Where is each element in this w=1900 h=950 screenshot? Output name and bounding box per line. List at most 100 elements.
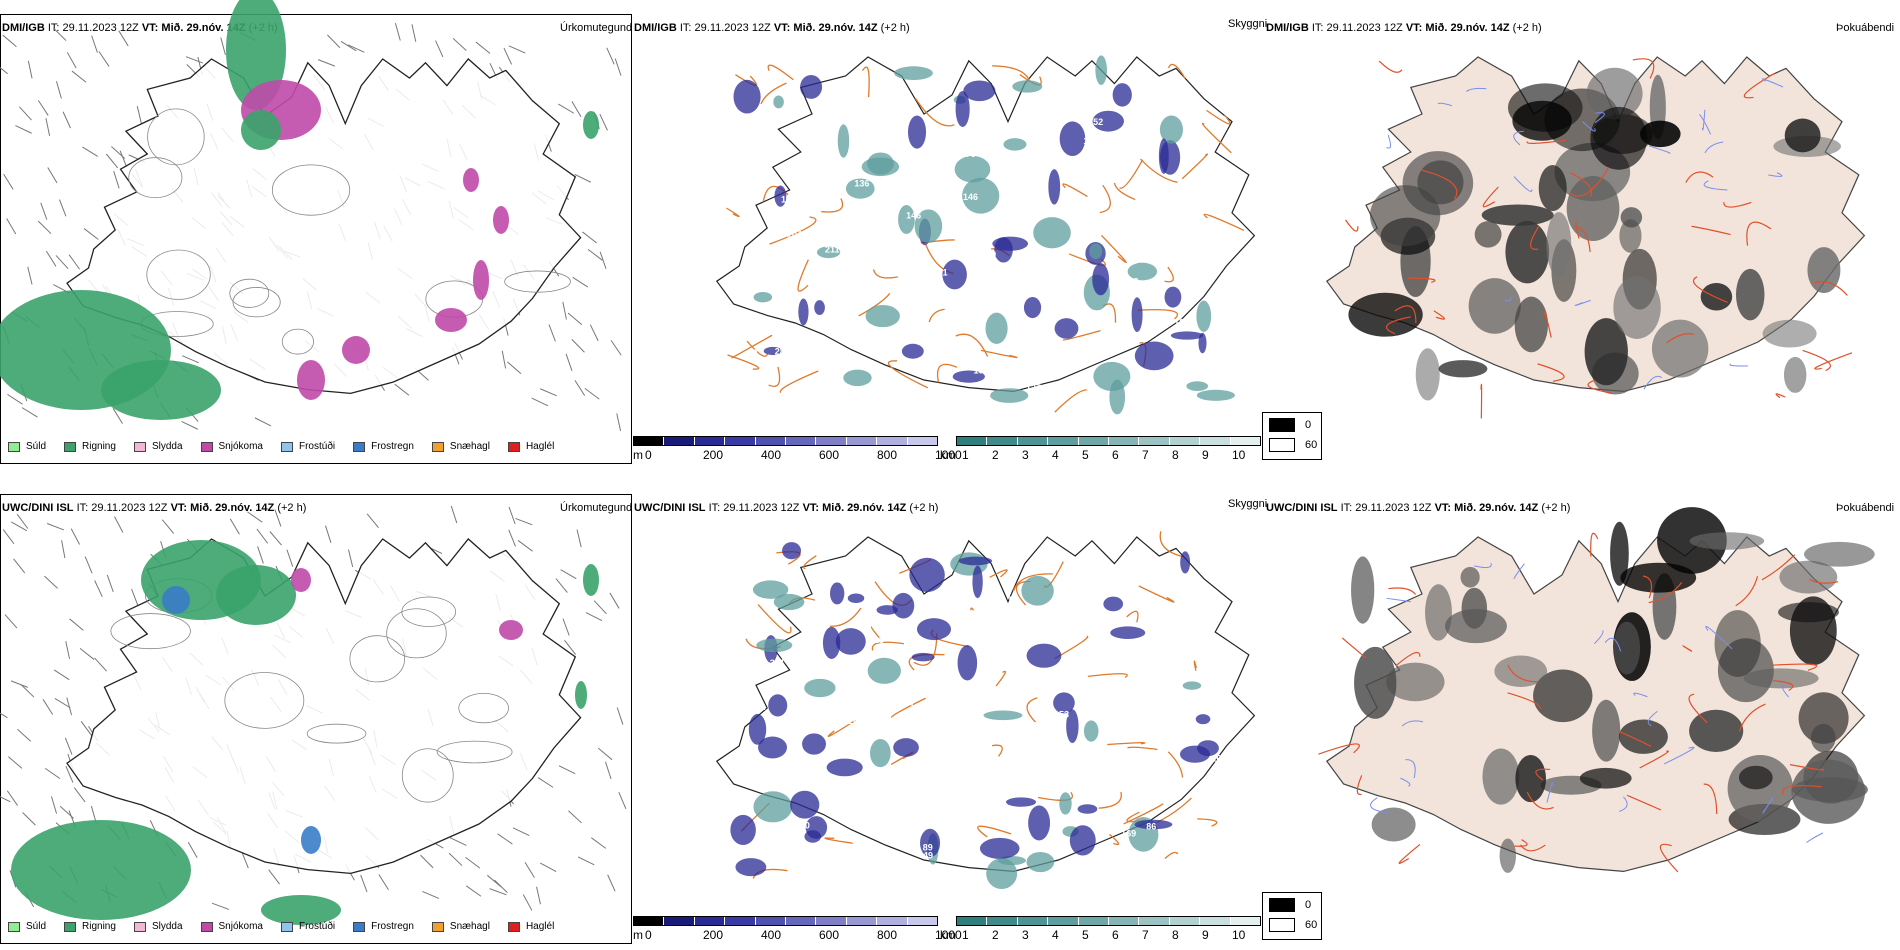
road [861, 66, 870, 98]
low-cloud-area [920, 828, 941, 858]
road [1062, 183, 1088, 198]
glacier-contour [458, 692, 509, 724]
fog-legend: 0 60 [1262, 412, 1322, 460]
height-bin [634, 917, 665, 925]
precip-area [342, 336, 370, 364]
it-value: 29.11.2023 12Z [1355, 502, 1432, 514]
visibility-bin [1169, 437, 1201, 445]
height-tick: 200 [703, 928, 724, 942]
precip-area [11, 820, 191, 920]
wind-barb [512, 827, 530, 837]
road [1206, 109, 1231, 125]
low-cloud-area [992, 236, 1029, 251]
cloud-base-label: 104 [787, 230, 802, 240]
low-cloud-area [1103, 596, 1124, 612]
wind-barb [560, 569, 577, 580]
precip-area [291, 568, 311, 592]
precip-type-panel-1 [0, 494, 632, 944]
road [746, 340, 769, 357]
wind-barb [69, 618, 84, 631]
road [1388, 587, 1417, 595]
low-cloud-area [774, 185, 787, 207]
fog-label: 60 [1305, 439, 1318, 451]
offset: (+2 h) [277, 502, 307, 514]
precip-area [241, 110, 281, 150]
wind-barb [136, 105, 142, 124]
visibility-bin [1078, 917, 1110, 925]
wind-barb [286, 549, 294, 567]
fog-area [1618, 719, 1668, 754]
road [779, 370, 819, 394]
wind-barb [486, 874, 502, 888]
wind-barb [229, 518, 240, 535]
wind-barb [71, 70, 87, 83]
road [802, 555, 817, 570]
fog-area [1651, 319, 1709, 378]
fog-area [1613, 621, 1641, 675]
cloud-base-label: 30 [831, 662, 841, 672]
cloud-base-label: 121 [1149, 279, 1164, 289]
wind-barb [340, 40, 357, 52]
road [1159, 531, 1183, 558]
height-tick: 0 [645, 928, 652, 942]
wind-barb [604, 761, 612, 780]
glacier-contour [401, 748, 454, 803]
visibility-map: 1128610810112818289531322856331143129101… [715, 531, 1256, 890]
low-cloud-area [911, 652, 935, 662]
fog-legend: 0 60 [1262, 892, 1322, 940]
cloud-base-label: 112 [847, 716, 862, 726]
cloud-base-label: 272 [1123, 276, 1138, 286]
road [1648, 582, 1683, 604]
height-bin [755, 917, 787, 925]
wind-barb [256, 528, 269, 544]
road [1809, 578, 1839, 584]
cloud-base-label: 310 [855, 327, 870, 337]
height-unit: m [633, 448, 643, 462]
road [989, 569, 1008, 578]
low-cloud-area [790, 790, 820, 819]
legend-item-5: Frostregn [353, 921, 414, 932]
visibility-bin [957, 437, 988, 445]
legend-label: Frostregn [371, 921, 414, 932]
wind-barb [83, 228, 99, 240]
wind-barb [562, 301, 567, 320]
low-cloud-area [1048, 169, 1061, 205]
precip-area [162, 586, 190, 614]
visibility-tick: 8 [1172, 448, 1179, 462]
road [827, 719, 856, 738]
road [870, 626, 882, 640]
river [1370, 797, 1388, 814]
wind-barb [211, 902, 230, 910]
legend-label: Snæhagl [449, 441, 490, 452]
wind-barb [15, 125, 32, 134]
fog-area [1762, 319, 1817, 348]
wind-barb [10, 680, 28, 688]
cloud-base-label: 80 [747, 348, 757, 358]
visibility-tick: 5 [1082, 448, 1089, 462]
low-cloud-area [730, 814, 756, 846]
height-tick: 0 [645, 448, 652, 462]
river [1806, 832, 1824, 843]
fog-area [1592, 699, 1621, 762]
panel-header: UWC/DINI ISL IT: 29.11.2023 12Z VT: Mið.… [2, 502, 306, 514]
cloud-base-label: 128 [838, 714, 853, 724]
offset: (+2 h) [1541, 502, 1571, 514]
visibility-ticks: km 1 2 3 4 5 6 7 8 9 10 [940, 928, 1260, 942]
wind-barb [394, 383, 410, 396]
wind-barb [618, 792, 627, 809]
low-cloud-area [1059, 792, 1072, 815]
road [1692, 276, 1728, 303]
panel-header: UWC/DINI ISL IT: 29.11.2023 12Z VT: Mið.… [634, 502, 938, 514]
wind-barb [0, 796, 11, 803]
precip-area [301, 826, 321, 854]
wind-barb [257, 546, 264, 564]
cloud-base-label: 211 [825, 245, 840, 255]
visibility-tick: 2 [992, 448, 999, 462]
road [1703, 783, 1718, 815]
road [1394, 305, 1417, 324]
visibility-bin [1078, 437, 1110, 445]
cloud-base-label: 103 [878, 389, 893, 399]
wind-barb [20, 684, 35, 698]
low-cloud-area [1003, 138, 1027, 151]
fog-area [1512, 100, 1572, 141]
